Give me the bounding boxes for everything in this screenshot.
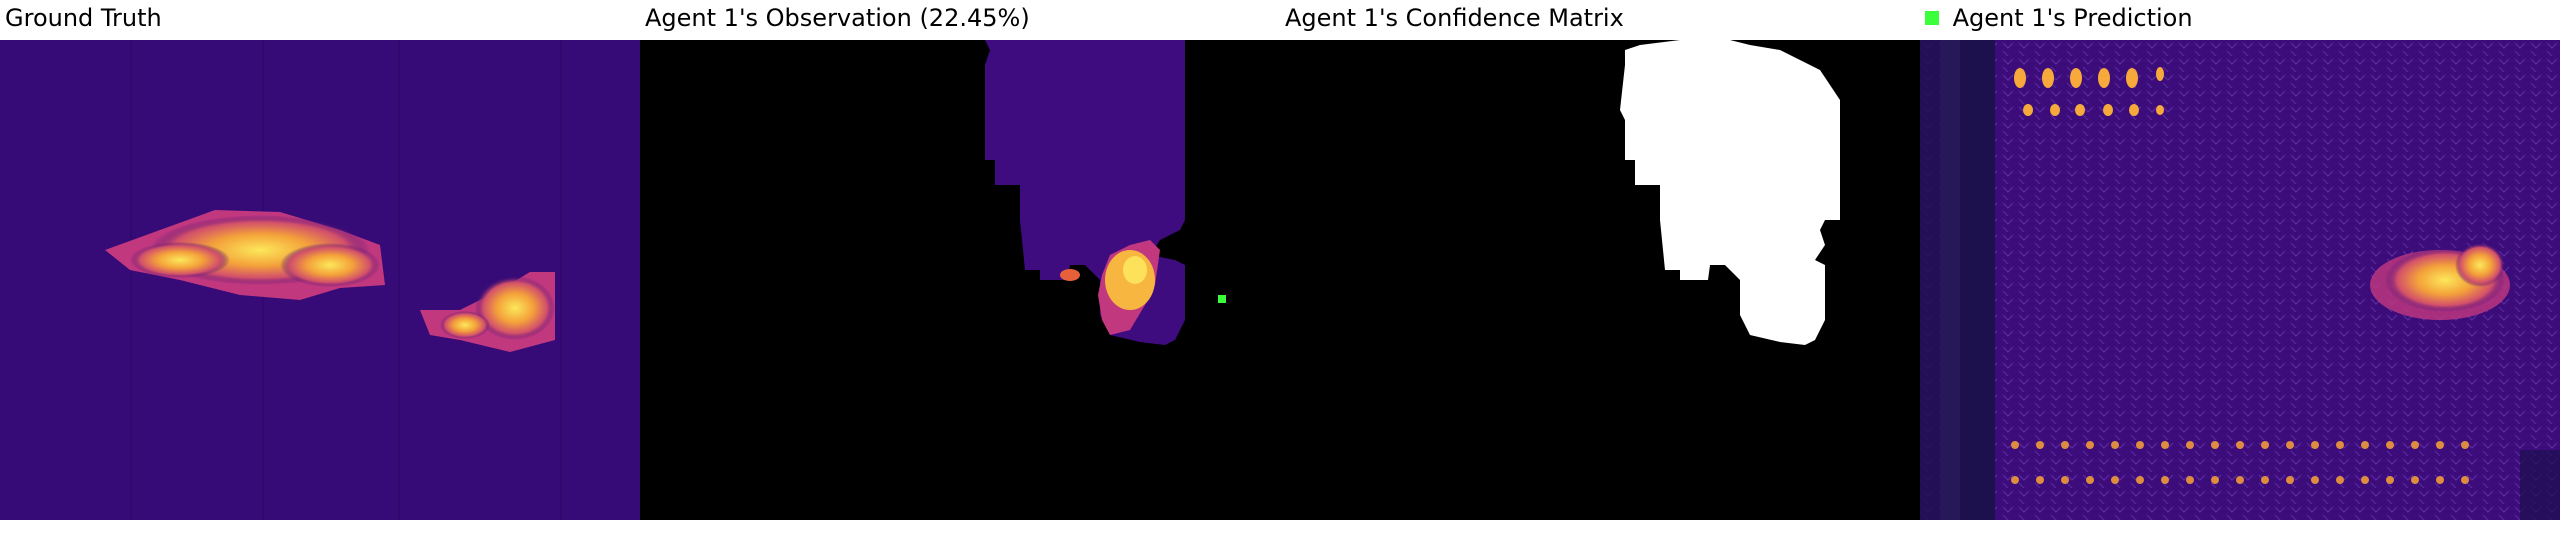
panel-title-ground-truth: Ground Truth bbox=[5, 4, 162, 32]
confidence-matrix bbox=[1280, 40, 1920, 520]
prediction-map bbox=[1920, 40, 2560, 520]
agent-legend-swatch bbox=[1925, 11, 1939, 25]
agent-marker bbox=[1218, 295, 1226, 303]
ground-truth-heatmap bbox=[0, 40, 640, 520]
observation-map bbox=[640, 40, 1280, 520]
panel-title-prediction: Agent 1's Prediction bbox=[1925, 2, 2193, 34]
panel-title-observation: Agent 1's Observation (22.45%) bbox=[645, 4, 1030, 32]
panel-title-confidence: Agent 1's Confidence Matrix bbox=[1285, 4, 1624, 32]
